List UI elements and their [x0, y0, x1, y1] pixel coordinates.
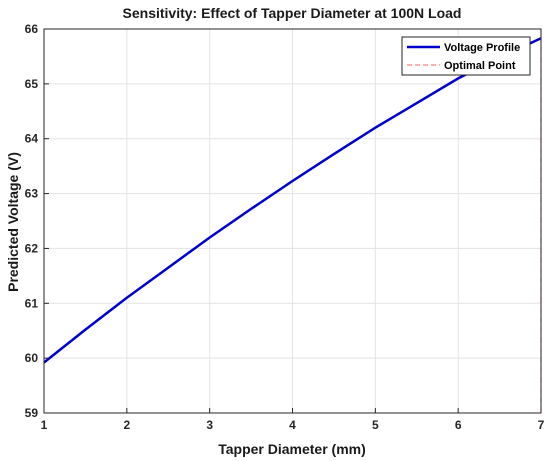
chart-title: Sensitivity: Effect of Tapper Diameter a… [123, 5, 462, 21]
x-tick-label: 7 [538, 418, 545, 432]
legend: Voltage Profile Optimal Point [401, 36, 531, 76]
y-tick-label: 59 [25, 406, 39, 420]
y-tick-label: 64 [25, 132, 39, 146]
y-tick-label: 63 [25, 187, 39, 201]
y-tick-label: 62 [25, 241, 39, 255]
legend-label-voltage-profile: Voltage Profile [444, 42, 520, 54]
x-tick-label: 1 [41, 418, 48, 432]
grid [43, 28, 542, 414]
y-tick-label: 66 [25, 22, 39, 36]
x-tick-label: 4 [289, 418, 296, 432]
y-tick-label: 61 [25, 296, 39, 310]
legend-label-optimal-point: Optimal Point [444, 60, 516, 72]
series-line-voltage-profile [43, 37, 542, 364]
x-tick-label: 3 [206, 418, 213, 432]
x-axis-label: Tapper Diameter (mm) [218, 441, 366, 457]
x-tick-label: 5 [372, 418, 379, 432]
y-tick-label: 60 [25, 351, 39, 365]
x-tick-label: 6 [455, 418, 462, 432]
y-tick-label: 65 [25, 77, 39, 91]
x-tick-label: 2 [123, 418, 130, 432]
y-axis-label: Predicted Voltage (V) [5, 152, 21, 292]
legend-box [401, 36, 531, 76]
ticks: 1 2 3 4 5 6 7 59 60 61 62 63 64 65 66 [25, 22, 545, 432]
